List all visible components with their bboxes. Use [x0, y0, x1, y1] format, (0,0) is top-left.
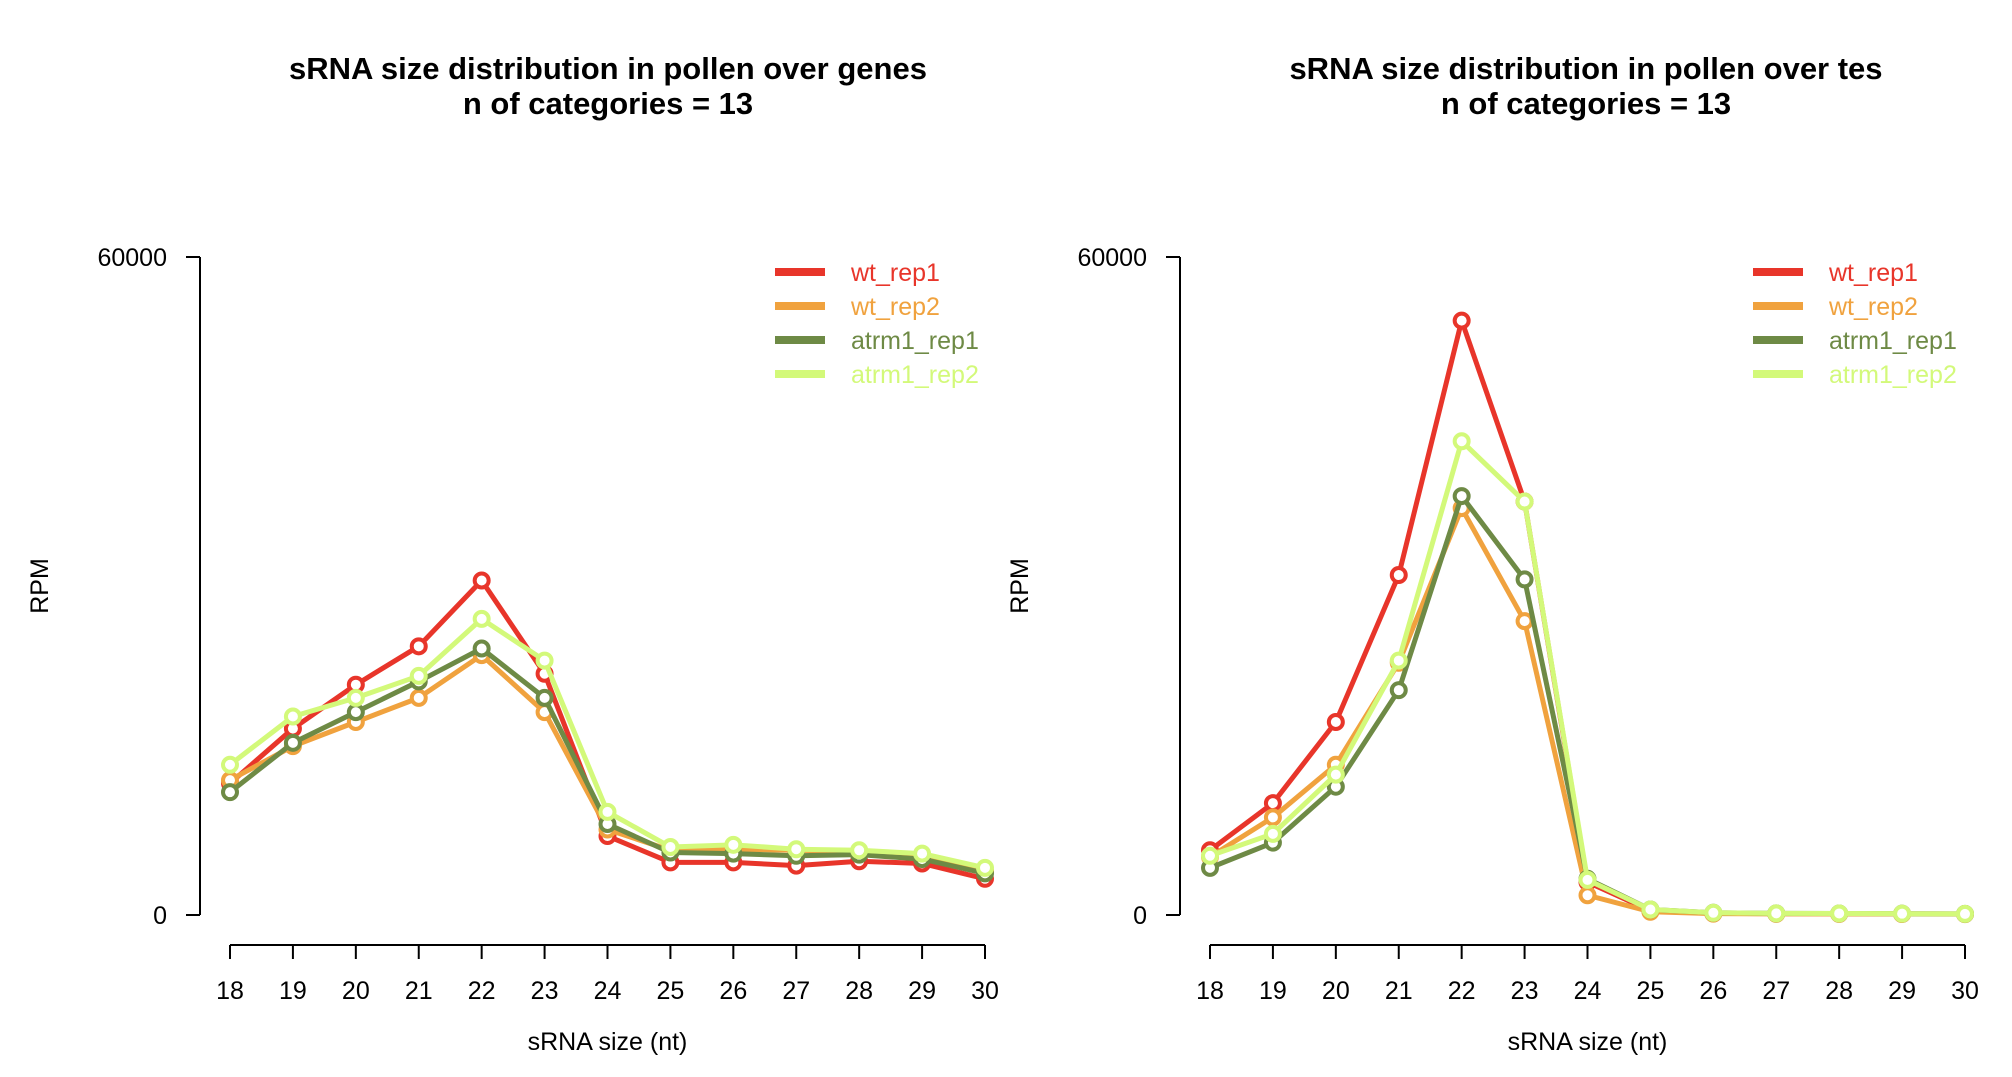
data-point-atrm1_rep2 — [1452, 432, 1471, 451]
data-point-atrm1_rep2 — [346, 688, 365, 707]
x-tick-label: 20 — [1322, 977, 1350, 1005]
x-tick-label: 28 — [1825, 977, 1853, 1005]
x-tick-label: 28 — [845, 977, 873, 1005]
data-point-atrm1_rep2 — [472, 609, 491, 628]
data-point-atrm1_rep2 — [1704, 903, 1723, 922]
series-line-wt_rep1 — [1208, 318, 1966, 917]
y-axis-label: RPM — [26, 558, 54, 614]
x-tick-label: 24 — [1574, 977, 1602, 1005]
data-point-wt_rep2 — [1578, 886, 1597, 905]
legend-label: atrm1_rep2 — [851, 361, 979, 389]
x-tick-label: 29 — [1888, 977, 1916, 1005]
y-tick-label: 0 — [153, 902, 167, 930]
legend-label: wt_rep1 — [1828, 259, 1918, 287]
x-tick-label: 20 — [342, 977, 370, 1005]
data-point-atrm1_rep1 — [535, 688, 554, 707]
data-point-atrm1_rep2 — [1201, 846, 1219, 865]
data-point-atrm1_rep2 — [1389, 651, 1408, 670]
data-point-atrm1_rep1 — [221, 783, 239, 802]
chart-subtitle: n of categories = 13 — [463, 86, 753, 121]
data-point-wt_rep2 — [1515, 612, 1534, 631]
data-point-atrm1_rep1 — [346, 703, 365, 722]
data-point-wt_rep1 — [472, 571, 491, 590]
data-point-atrm1_rep2 — [850, 841, 869, 860]
x-tick-label: 19 — [279, 977, 307, 1005]
x-tick-label: 18 — [216, 977, 244, 1005]
y-tick-label: 60000 — [97, 244, 167, 272]
data-point-atrm1_rep2 — [221, 755, 239, 774]
x-tick-label: 18 — [1196, 977, 1224, 1005]
data-point-atrm1_rep2 — [1326, 765, 1345, 784]
data-point-atrm1_rep1 — [1389, 681, 1408, 700]
data-point-wt_rep1 — [1326, 712, 1345, 731]
data-point-atrm1_rep2 — [1956, 904, 1974, 923]
x-tick-label: 25 — [1637, 977, 1665, 1005]
data-point-wt_rep1 — [1452, 311, 1471, 330]
x-tick-label: 27 — [782, 977, 810, 1005]
x-tick-label: 26 — [1699, 977, 1727, 1005]
x-tick-label: 30 — [971, 977, 999, 1005]
data-point-wt_rep1 — [409, 637, 428, 656]
data-point-wt_rep1 — [1263, 794, 1282, 813]
data-point-atrm1_rep1 — [472, 639, 491, 658]
chart-subtitle: n of categories = 13 — [1441, 86, 1731, 121]
series-line-atrm1_rep2 — [1209, 438, 1966, 917]
data-point-atrm1_rep1 — [283, 733, 302, 752]
data-point-atrm1_rep2 — [1641, 900, 1660, 919]
x-tick-label: 23 — [531, 977, 559, 1005]
x-axis-label: sRNA size (nt) — [528, 1028, 688, 1056]
data-point-atrm1_rep2 — [1830, 904, 1849, 923]
legend-label: wt_rep2 — [850, 293, 940, 321]
data-point-atrm1_rep2 — [976, 858, 994, 877]
data-point-atrm1_rep2 — [1263, 824, 1282, 843]
data-point-wt_rep2 — [1263, 808, 1282, 827]
x-tick-label: 21 — [405, 977, 433, 1005]
data-point-atrm1_rep2 — [661, 838, 680, 857]
data-point-atrm1_rep1 — [1515, 570, 1534, 589]
data-point-atrm1_rep2 — [1767, 904, 1786, 923]
y-tick-label: 0 — [1133, 902, 1147, 930]
data-point-atrm1_rep2 — [724, 835, 743, 854]
chart-title: sRNA size distribution in pollen over te… — [1289, 51, 1882, 86]
x-tick-label: 21 — [1385, 977, 1413, 1005]
data-point-atrm1_rep2 — [598, 802, 617, 821]
x-tick-label: 30 — [1951, 977, 1979, 1005]
legend-label: wt_rep1 — [850, 259, 940, 287]
data-point-atrm1_rep2 — [913, 844, 932, 863]
series-line-atrm1_rep1 — [1209, 493, 1966, 917]
data-point-atrm1_rep2 — [409, 666, 428, 685]
x-tick-label: 22 — [468, 977, 496, 1005]
y-axis-label: RPM — [1006, 558, 1034, 614]
x-tick-label: 19 — [1259, 977, 1287, 1005]
data-point-atrm1_rep2 — [1515, 492, 1534, 511]
y-tick-label: 60000 — [1077, 244, 1147, 272]
data-point-wt_rep2 — [409, 688, 428, 707]
data-point-wt_rep1 — [1389, 566, 1408, 585]
data-point-atrm1_rep2 — [1893, 904, 1912, 923]
legend-label: wt_rep2 — [1828, 293, 1918, 321]
data-point-atrm1_rep2 — [787, 840, 806, 859]
data-point-atrm1_rep2 — [535, 651, 554, 670]
legend-label: atrm1_rep2 — [1829, 361, 1957, 389]
x-tick-label: 26 — [719, 977, 747, 1005]
x-tick-label: 27 — [1762, 977, 1790, 1005]
legend-label: atrm1_rep1 — [1829, 327, 1957, 355]
x-axis-label: sRNA size (nt) — [1508, 1028, 1668, 1056]
data-point-atrm1_rep1 — [1452, 487, 1471, 506]
x-tick-label: 23 — [1511, 977, 1539, 1005]
data-point-atrm1_rep2 — [1578, 870, 1597, 889]
data-point-atrm1_rep2 — [283, 707, 302, 726]
x-tick-label: 22 — [1448, 977, 1476, 1005]
x-tick-label: 29 — [908, 977, 936, 1005]
x-tick-label: 24 — [594, 977, 622, 1005]
legend-label: atrm1_rep1 — [851, 327, 979, 355]
chart-title: sRNA size distribution in pollen over ge… — [289, 51, 927, 86]
x-tick-label: 25 — [657, 977, 685, 1005]
series-line-wt_rep2 — [1208, 505, 1966, 917]
